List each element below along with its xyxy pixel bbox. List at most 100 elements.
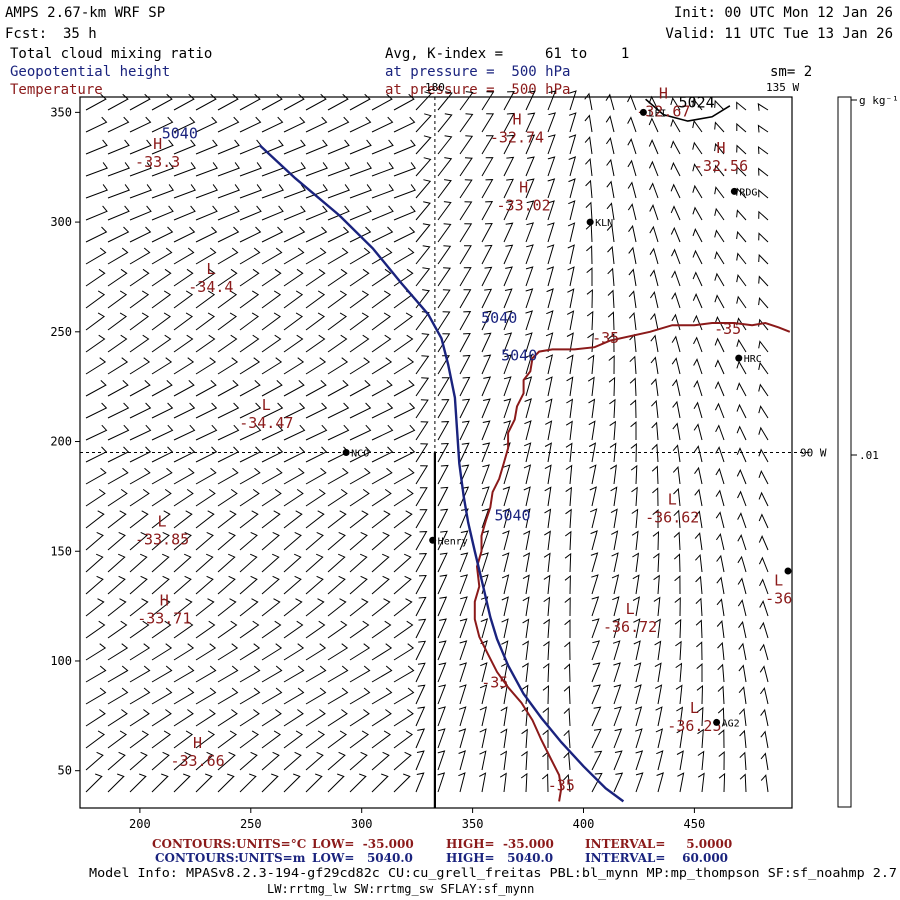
- wind-barb: [371, 334, 392, 353]
- wind-barb: [393, 205, 416, 221]
- wind-barb: [437, 486, 449, 507]
- wind-barb: [627, 203, 637, 221]
- wind-barb: [671, 270, 681, 287]
- wind-barb: [85, 312, 105, 331]
- wind-barb: [173, 531, 192, 551]
- wind-barb: [503, 310, 513, 331]
- wind-barb: [648, 117, 659, 133]
- low-marker: L: [774, 572, 783, 590]
- wind-barb: [586, 310, 594, 331]
- temperature-contour-label: -35: [592, 329, 619, 347]
- wind-barb: [653, 618, 661, 639]
- wind-barb: [566, 354, 574, 375]
- wind-barb: [129, 773, 147, 793]
- wind-barb: [524, 420, 532, 441]
- wind-barb: [481, 354, 492, 375]
- wind-barb: [630, 421, 637, 440]
- wind-barb: [503, 398, 512, 419]
- wind-barb: [195, 357, 217, 375]
- station-dot: [735, 354, 743, 362]
- wind-barb: [107, 553, 126, 573]
- wind-barb: [651, 421, 659, 441]
- wind-barb: [632, 574, 640, 595]
- wind-barb: [283, 488, 304, 507]
- wind-barb: [481, 201, 494, 221]
- smoothing-label: sm= 2: [770, 64, 812, 80]
- wind-barb: [261, 553, 280, 573]
- wind-barb: [737, 555, 747, 573]
- wind-barb: [674, 597, 681, 617]
- wind-barb: [503, 288, 513, 309]
- wind-barb: [415, 443, 429, 463]
- wind-barb: [736, 165, 747, 177]
- wind-barb: [481, 464, 490, 485]
- wind-barb: [283, 205, 306, 221]
- wind-barb: [613, 772, 624, 793]
- wind-barb: [151, 139, 174, 155]
- wind-barb: [415, 91, 433, 111]
- wind-barb: [107, 488, 128, 507]
- wind-barb: [479, 772, 487, 793]
- wind-barb: [758, 189, 769, 199]
- wind-barb: [613, 662, 621, 683]
- extremum-value: -32.67: [636, 102, 690, 120]
- wind-barb: [173, 643, 195, 661]
- wind-barb: [584, 92, 593, 111]
- wind-barb: [759, 643, 769, 661]
- wind-barb: [217, 531, 236, 551]
- y-tick-label: 100: [50, 654, 72, 668]
- wind-barb: [523, 486, 531, 507]
- wind-barb: [283, 751, 302, 771]
- high-marker: H: [717, 139, 726, 157]
- wind-barb: [217, 446, 240, 463]
- wind-barb: [437, 684, 447, 705]
- wind-barb: [371, 620, 392, 639]
- wind-barb: [437, 574, 448, 595]
- wind-barb: [481, 244, 493, 265]
- wind-barb: [239, 488, 260, 507]
- wind-barb: [151, 424, 174, 441]
- wind-barb: [217, 424, 240, 441]
- wind-barb: [239, 424, 262, 441]
- wind-barb: [393, 139, 416, 155]
- footer-contours-height-high: HIGH= 5040.0: [446, 851, 553, 865]
- wind-barb: [437, 267, 452, 287]
- wind-barb: [239, 290, 260, 309]
- wind-barb: [547, 222, 555, 243]
- footer-contours-height-interval: INTERVAL= 60.000: [585, 851, 728, 865]
- wind-barb: [239, 184, 262, 199]
- wind-barb: [547, 156, 556, 177]
- wind-barb: [349, 643, 371, 661]
- wind-barb: [736, 209, 747, 221]
- wind-barb: [195, 247, 217, 265]
- station-label: Henry: [438, 536, 468, 547]
- wind-barb: [107, 334, 128, 353]
- wind-barb: [393, 446, 416, 463]
- wind-barb: [129, 598, 149, 617]
- wind-barb: [261, 446, 284, 463]
- wind-barb: [716, 554, 725, 573]
- wind-barb: [758, 297, 769, 309]
- wind-barb: [261, 620, 282, 639]
- wind-barb: [607, 289, 615, 309]
- wind-barb: [217, 751, 236, 771]
- wind-barb: [605, 136, 615, 155]
- wind-barb: [547, 134, 556, 155]
- wind-barb: [568, 112, 577, 133]
- wind-barb: [283, 184, 306, 199]
- wind-barb: [129, 226, 152, 243]
- wind-barb: [371, 510, 391, 529]
- wind-barb: [173, 709, 194, 727]
- wind-barb: [151, 687, 173, 705]
- wind-barb: [129, 357, 151, 375]
- wind-barb: [371, 424, 394, 441]
- wind-barb: [649, 247, 659, 265]
- wind-barb: [503, 244, 514, 265]
- wind-barb: [327, 598, 347, 617]
- x-tick-label: 250: [240, 817, 262, 831]
- wind-barb: [635, 728, 643, 749]
- wind-barb: [151, 488, 172, 507]
- wind-barb: [261, 139, 284, 155]
- wind-barb: [195, 773, 213, 793]
- wind-barb: [503, 222, 514, 243]
